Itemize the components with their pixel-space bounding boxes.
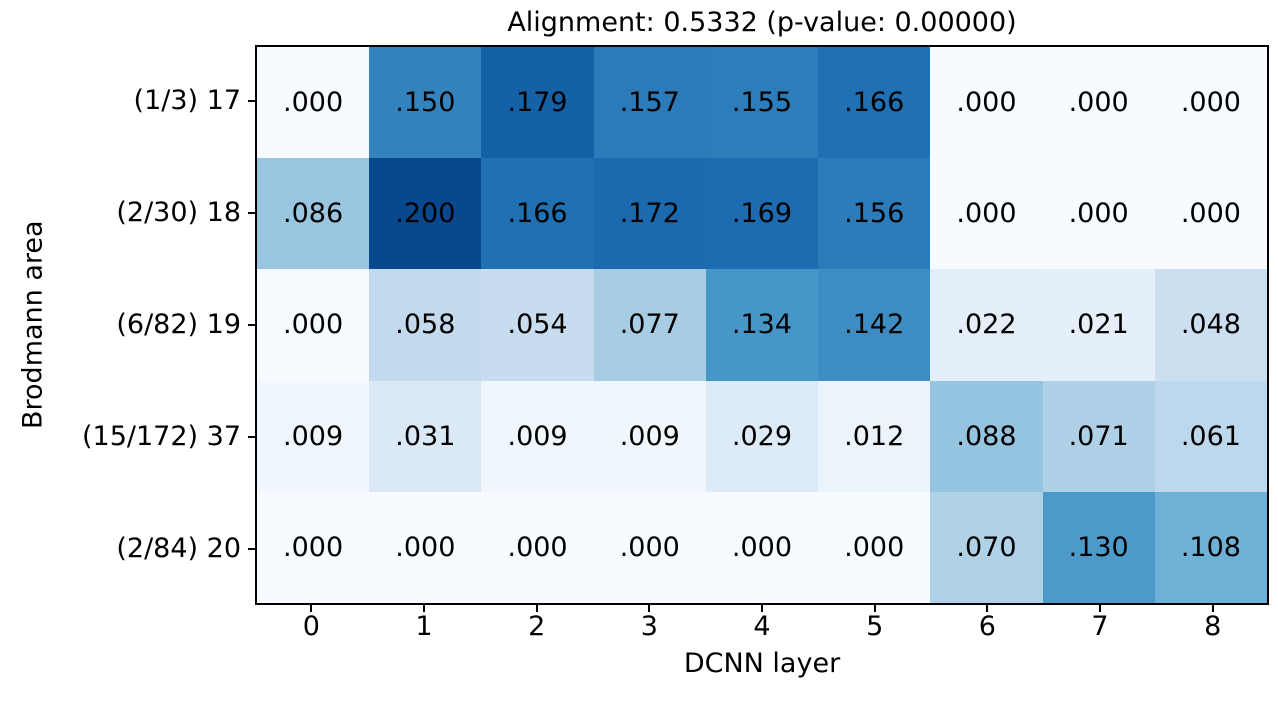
x-tick-mark	[1099, 605, 1101, 612]
heatmap-cell: .000	[369, 491, 482, 603]
heatmap-cell: .009	[481, 380, 594, 492]
x-tick-mark	[423, 605, 425, 612]
heatmap-cell: .009	[593, 380, 706, 492]
x-tick-label: 4	[753, 611, 771, 642]
heatmap-cell: .000	[257, 47, 370, 159]
heatmap-cell: .000	[930, 158, 1043, 270]
x-tick-mark	[1211, 605, 1214, 612]
heatmap-cell: .172	[593, 158, 706, 270]
heatmap-cell: .130	[1042, 491, 1155, 603]
heatmap-cell: .000	[1042, 47, 1155, 159]
heatmap-cell: .021	[1042, 269, 1155, 381]
heatmap-cell: .200	[369, 158, 482, 270]
heatmap-cell: .031	[369, 380, 482, 492]
x-tick-label: 6	[978, 611, 996, 642]
x-tick-label: 7	[1091, 611, 1109, 642]
heatmap-cell: .179	[481, 47, 594, 159]
heatmap-cell: .166	[818, 47, 931, 159]
heatmap-cell: .134	[705, 269, 819, 381]
x-tick-mark	[648, 605, 651, 612]
x-tick-label: 2	[528, 611, 546, 642]
heatmap-cell: .000	[481, 491, 594, 603]
x-tick-mark	[986, 605, 989, 612]
x-tick-mark	[761, 605, 763, 612]
heatmap-cell: .000	[257, 269, 370, 381]
heatmap-cell: .000	[818, 491, 931, 603]
heatmap-cell: .000	[1042, 158, 1155, 270]
heatmap-cell: .058	[369, 269, 482, 381]
heatmap-cell: .000	[705, 491, 819, 603]
y-tick-label: (6/82) 19	[116, 309, 241, 340]
heatmap-cell: .000	[257, 491, 370, 603]
x-tick-mark	[310, 605, 313, 612]
heatmap-cell: .169	[705, 158, 819, 270]
heatmap-cell: .029	[705, 380, 819, 492]
x-tick-mark	[873, 605, 876, 612]
y-tick-label: (15/172) 37	[82, 421, 241, 452]
heatmap-cell: .142	[818, 269, 931, 381]
heatmap-cell: .166	[481, 158, 594, 270]
y-tick-label: (2/30) 18	[116, 197, 241, 228]
y-tick-label: (2/84) 20	[116, 533, 241, 564]
y-tick-mark	[248, 212, 255, 214]
heatmap-plot-area: .000.150.179.157.155.166.000.000.000.086…	[255, 45, 1269, 605]
heatmap-cell: .108	[1154, 491, 1267, 603]
heatmap-cell: .070	[930, 491, 1043, 603]
y-tick-mark	[248, 100, 255, 102]
x-tick-label: 5	[866, 611, 884, 642]
x-axis-label: DCNN layer	[683, 648, 841, 679]
y-tick-mark	[248, 548, 255, 550]
chart-title: Alignment: 0.5332 (p-value: 0.00000)	[507, 7, 1017, 38]
heatmap-cell: .048	[1154, 269, 1267, 381]
heatmap-cell: .150	[369, 47, 482, 159]
heatmap-cell: .156	[818, 158, 931, 270]
y-tick-mark	[248, 324, 255, 326]
x-tick-label: 8	[1204, 611, 1222, 642]
heatmap-cell: .077	[593, 269, 706, 381]
heatmap-cell: .000	[593, 491, 706, 603]
heatmap-cell: .086	[257, 158, 370, 270]
x-tick-label: 3	[640, 611, 658, 642]
heatmap-cell: .054	[481, 269, 594, 381]
y-tick-label: (1/3) 17	[133, 85, 241, 116]
heatmap-cell: .061	[1154, 380, 1267, 492]
heatmap-cell: .000	[1154, 47, 1267, 159]
heatmap-cell: .157	[593, 47, 706, 159]
y-tick-mark	[248, 436, 255, 438]
heatmap-cell: .022	[930, 269, 1043, 381]
heatmap-cell: .155	[705, 47, 819, 159]
heatmap-cell: .012	[818, 380, 931, 492]
heatmap-cell: .009	[257, 380, 370, 492]
x-tick-label: 1	[415, 611, 433, 642]
x-tick-mark	[535, 605, 538, 612]
heatmap-cell: .071	[1042, 380, 1155, 492]
heatmap-cell: .000	[930, 47, 1043, 159]
heatmap-cell: .000	[1154, 158, 1267, 270]
heatmap-cell: .088	[930, 380, 1043, 492]
x-tick-label: 0	[302, 611, 320, 642]
